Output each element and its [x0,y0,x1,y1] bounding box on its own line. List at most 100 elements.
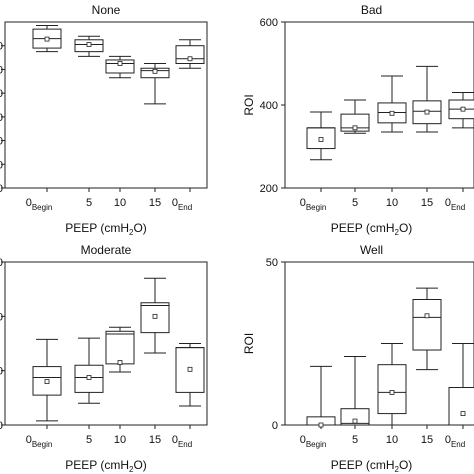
x-tick-subscript: End [451,440,465,449]
x-tick-label: 0End [445,434,465,449]
mean-marker [352,125,358,131]
box-0 [32,25,62,53]
y-tick-label: 50 [266,257,278,269]
x-tick-label: 0Begin [26,197,53,212]
x-axis-label-part: PEEP (cmH [331,221,395,235]
x-axis-label-subscript: 2 [395,228,400,237]
y-tick-label: 00 [0,183,3,195]
mean-marker [424,109,430,115]
box-2 [105,326,135,373]
panel-1: Bad 200 400 600 ROI 0Begin 5 10 15 0End PEEP (cmH2… [242,3,474,237]
x-tick-label: 0End [172,434,192,449]
x-axis-label-part: O) [133,221,146,235]
x-tick-label: 0End [172,197,192,212]
x-axis-label-subscript: 2 [129,228,134,237]
y-tick-label: 00 [0,311,3,323]
y-tick-label: 00 [0,136,3,148]
box-1 [74,337,104,404]
mean-marker [152,68,158,74]
panel-title: Bad [361,3,382,17]
y-tick-label: 00 [0,366,3,378]
x-axis-label-part: O) [399,458,412,472]
mean-marker [352,418,358,424]
box-3 [140,277,170,354]
x-tick-label: 0Begin [300,434,327,449]
x-axis-label-part: PEEP (cmH [331,458,395,472]
y-tick-label: 00 [0,257,3,269]
mean-marker [117,360,123,365]
box-1 [340,99,370,134]
y-tick-label: 00 [0,41,3,53]
mean-marker [389,389,395,395]
mean-marker [389,110,395,116]
panel-2: Moderate 00 00 00 00 0Begin 5 10 15 0End PEEP (cmH… [0,243,208,474]
x-tick-label: 0Begin [26,434,53,449]
y-tick-label: 00 [0,64,3,76]
x-tick-label: 10 [114,434,126,446]
box-2 [377,343,407,426]
mean-marker [44,379,50,384]
box-4 [448,92,474,129]
y-tick-label: 00 [0,420,3,432]
box-4 [175,39,205,69]
mean-marker [117,61,123,66]
panel-0: None 00 00 00 00 00 00 00 0Begin 5 10 15 0End PEEP (c… [0,3,208,237]
panel-title: Moderate [81,243,132,257]
iqr-box [140,302,170,334]
plot-frame [284,261,474,426]
x-axis-label: PEEP (cmH2O) [331,458,413,474]
box-4 [448,343,474,426]
box-3 [412,65,442,133]
x-axis-label-part: PEEP (cmH [65,221,129,235]
x-tick-subscript: End [451,203,465,212]
y-tick-label: 0 [272,420,278,432]
iqr-box [105,330,135,365]
y-tick-label: 200 [260,183,278,195]
x-axis-label: PEEP (cmH2O) [65,221,147,237]
box-1 [74,35,104,57]
plot-frame [4,21,208,189]
x-tick-label: 10 [114,197,126,209]
mean-marker [86,375,92,380]
panel-title: None [92,3,121,17]
x-tick-subscript: End [178,440,192,449]
x-tick-label: 15 [421,434,433,446]
box-1 [340,356,370,426]
box-2 [377,75,407,133]
iqr-box [340,408,370,426]
x-tick-label: 5 [352,434,358,446]
box-4 [175,343,205,407]
x-tick-subscript: Begin [32,440,52,449]
x-tick-label: 10 [386,197,398,209]
y-tick-label: 00 [0,112,3,124]
x-axis-label-subscript: 2 [129,465,134,474]
mean-marker [187,56,193,62]
box-0 [32,338,62,422]
mean-marker [86,42,92,47]
iqr-box [377,364,407,415]
y-tick-label: 00 [0,159,3,171]
x-axis-label: PEEP (cmH2O) [331,221,413,237]
mean-marker [187,366,193,372]
x-axis-label-part: O) [133,458,146,472]
plot-frame [4,261,208,426]
box-3 [412,287,442,371]
x-tick-label: 5 [86,197,92,209]
box-0 [306,365,336,428]
mean-marker [424,313,430,319]
mean-marker [460,106,466,112]
iqr-box [448,387,474,426]
y-tick-label: 400 [260,100,278,112]
x-tick-label: 10 [386,434,398,446]
mean-marker [318,422,324,428]
mean-marker [460,411,466,416]
iqr-box [412,298,442,351]
panel-3: Well 0 50 ROI 0Begin 5 10 15 0End PEEP (cmH2O) [242,243,474,474]
x-axis-label-part: PEEP (cmH [65,458,129,472]
x-tick-subscript: Begin [32,203,52,212]
panel-title: Well [360,243,383,257]
y-tick-label: 00 [0,88,3,100]
x-tick-label: 15 [149,434,161,446]
mean-marker [44,36,50,42]
